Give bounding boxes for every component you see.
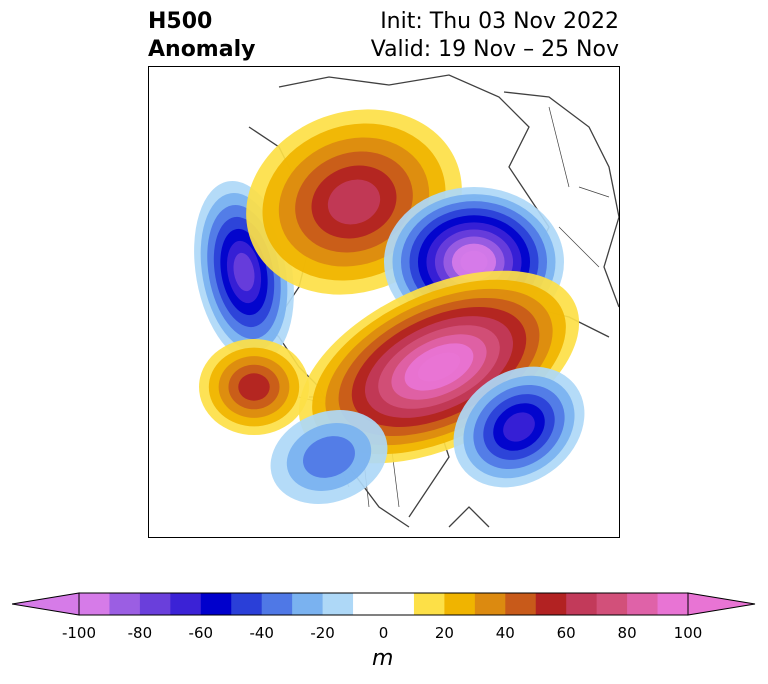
colorbar-tick-label: 20 xyxy=(434,624,454,642)
colorbar-cell xyxy=(231,593,263,615)
valid-range: Valid: 19 Nov – 25 Nov xyxy=(370,37,619,62)
colorbar-cell xyxy=(200,593,232,615)
coastline-gulf xyxy=(448,506,490,528)
init-date: Init: Thu 03 Nov 2022 xyxy=(380,9,619,34)
central-pacific-high-contour xyxy=(238,373,270,401)
colorbar-tick-label: -40 xyxy=(249,624,274,642)
colorbar-cell xyxy=(139,593,171,615)
north-pacific-low-contour xyxy=(233,252,255,292)
colorbar-cell xyxy=(535,593,567,615)
colorbar-cell xyxy=(109,593,141,615)
colorbar-extend-low xyxy=(12,592,80,616)
colorbar-cell xyxy=(566,593,598,615)
title-line-2: Anomaly xyxy=(148,37,256,62)
coastline-asia-east xyxy=(503,91,619,308)
colorbar-cell xyxy=(474,593,506,615)
colorbar-cell xyxy=(383,593,415,615)
colorbar-tick-label: 60 xyxy=(556,624,576,642)
colorbar-cell xyxy=(505,593,537,615)
colorbar-extend-high xyxy=(687,592,756,616)
western-us-low-contour xyxy=(303,436,355,478)
colorbar-cell xyxy=(444,593,476,615)
colorbar-tick-label: 100 xyxy=(673,624,703,642)
colorbar-tick-label: -20 xyxy=(310,624,335,642)
alaska-yukon-high-contour xyxy=(327,179,381,225)
colorbar-tick-label: -80 xyxy=(127,624,153,642)
siberian-arctic-low-contour xyxy=(460,250,488,274)
colorbar-cell xyxy=(353,593,384,615)
border-asia-countries xyxy=(548,106,610,268)
north-atlantic-low-contour xyxy=(503,412,535,442)
map-title: H500 Anomaly xyxy=(148,8,255,64)
colorbar-tick-label: 40 xyxy=(495,624,515,642)
anomaly-contours xyxy=(194,109,585,505)
colorbar-unit: m xyxy=(372,646,394,671)
colorbar-tick-label: 0 xyxy=(378,624,389,642)
title-line-1: H500 xyxy=(148,9,213,34)
colorbar-frame xyxy=(78,592,689,616)
date-info: Init: Thu 03 Nov 2022 Valid: 19 Nov – 25… xyxy=(371,8,619,64)
colorbar-cell xyxy=(292,593,324,615)
anomaly-map xyxy=(148,66,620,538)
colorbar-cell xyxy=(322,593,354,615)
colorbar-cell xyxy=(627,593,659,615)
colorbar-cell xyxy=(596,593,628,615)
colorbar xyxy=(12,592,756,616)
colorbar-cell xyxy=(413,593,445,615)
greenland-high-contour xyxy=(417,352,461,382)
colorbar-tick-label: 80 xyxy=(617,624,637,642)
colorbar-cell xyxy=(79,593,110,615)
colorbar-cell xyxy=(261,593,293,615)
colorbar-cell xyxy=(170,593,202,615)
map-canvas xyxy=(194,74,619,528)
colorbar-tick-label: -100 xyxy=(61,624,97,642)
colorbar-cell xyxy=(657,593,689,615)
colorbar-tick-label: -60 xyxy=(188,624,214,642)
